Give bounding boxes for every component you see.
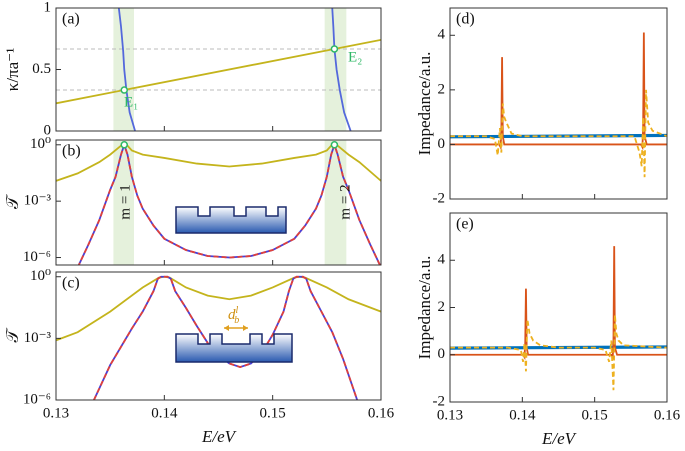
plot-area bbox=[450, 246, 667, 391]
line bbox=[331, 8, 352, 131]
y-tick-label: 10⁰ bbox=[30, 136, 51, 152]
y-tick-label: 4 bbox=[438, 27, 446, 43]
y-tick-label: 0.5 bbox=[32, 61, 51, 77]
y-tick-label: 10⁻³ bbox=[24, 330, 52, 346]
point-label: E₂ bbox=[348, 49, 362, 65]
point bbox=[120, 86, 128, 94]
x-tick-label: 0.14 bbox=[151, 405, 178, 421]
x-tick-label: 0.13 bbox=[43, 405, 69, 421]
y-axis-label: 𝒯 bbox=[3, 194, 22, 209]
plot-area bbox=[450, 32, 667, 178]
line bbox=[56, 38, 381, 105]
y-tick-label: 2 bbox=[438, 299, 446, 315]
panel-label: (b) bbox=[62, 143, 81, 160]
width-label-sup: l bbox=[236, 305, 239, 316]
y-tick-label: 10⁰ bbox=[30, 268, 51, 284]
y-tick-label: 2 bbox=[438, 81, 446, 97]
x-axis-label: E/eV bbox=[541, 429, 578, 448]
y-axis-label: 𝒯 bbox=[3, 328, 22, 343]
y-tick-label: 10⁻⁶ bbox=[23, 391, 51, 407]
panel-label: (a) bbox=[62, 11, 80, 28]
y-tick-label: 10⁻⁶ bbox=[23, 249, 51, 265]
frame bbox=[449, 7, 668, 200]
x-tick-label: 0.15 bbox=[582, 407, 608, 423]
mode-label: m = 1 bbox=[117, 184, 133, 219]
y-tick-label: -2 bbox=[433, 190, 446, 206]
plot-area bbox=[56, 8, 381, 131]
y-tick-label: 10⁻³ bbox=[24, 193, 52, 209]
panel-label: (c) bbox=[62, 275, 80, 292]
y-tick-label: 0 bbox=[438, 346, 446, 362]
line bbox=[117, 8, 136, 131]
line bbox=[450, 246, 667, 361]
frame bbox=[449, 212, 668, 403]
x-axis-label: E/eV bbox=[201, 427, 238, 446]
x-tick-label: 0.16 bbox=[654, 407, 681, 423]
y-tick-label: 0 bbox=[438, 136, 446, 152]
y-axis-label: Impedance/a.u. bbox=[415, 52, 434, 156]
point bbox=[330, 141, 339, 149]
waveguide-inset bbox=[175, 325, 293, 363]
waveguide-inset bbox=[175, 206, 287, 234]
point bbox=[330, 45, 339, 53]
x-tick-label: 0.16 bbox=[368, 405, 395, 421]
y-tick-label: 1 bbox=[44, 0, 52, 15]
x-tick-label: 0.14 bbox=[509, 407, 536, 423]
y-axis-label: κ/πa⁻¹ bbox=[3, 48, 22, 92]
point bbox=[120, 141, 128, 149]
panel: 0 0.5 1 (a) κ/πa⁻¹ bbox=[3, 0, 382, 138]
panel: -2 0 2 4 (d) Impedance/a.u. bbox=[415, 7, 668, 206]
plot-area bbox=[56, 275, 381, 400]
panel: 10⁰ 10⁻³ 10⁻⁶ (b) 𝒯 bbox=[3, 136, 382, 266]
mode-label: m = 2 bbox=[337, 184, 353, 219]
plot-area bbox=[56, 140, 381, 265]
band bbox=[113, 140, 134, 265]
width-label: dl b bbox=[228, 305, 239, 326]
y-tick-label: -2 bbox=[433, 393, 446, 409]
line bbox=[93, 275, 359, 400]
x-tick-label: 0.13 bbox=[437, 407, 463, 423]
panel-label: (e) bbox=[456, 216, 474, 233]
y-tick-label: 0 bbox=[44, 122, 52, 138]
line bbox=[77, 141, 381, 265]
width-label-sub: b bbox=[234, 315, 239, 326]
band bbox=[324, 8, 347, 131]
line bbox=[56, 275, 381, 342]
panel-label: (d) bbox=[456, 11, 475, 28]
line bbox=[450, 89, 667, 178]
y-axis-label: Impedance/a.u. bbox=[415, 256, 434, 360]
point-label: E₁ bbox=[124, 94, 138, 110]
x-tick-label: 0.15 bbox=[260, 405, 286, 421]
arrow-heads bbox=[224, 325, 248, 331]
frame bbox=[55, 139, 382, 266]
line bbox=[450, 314, 667, 391]
frame bbox=[55, 271, 382, 401]
line bbox=[450, 32, 667, 151]
y-tick-label: 4 bbox=[438, 252, 446, 268]
panel: -2 0 2 4 0.13 0.14 0.15 0.16 (e) Impedance/a.u. E/… bbox=[415, 212, 681, 448]
panel: 10⁰ 10⁻³ 10⁻⁶0.13 0.14 0.15 0.16 (c) 𝒯 E/eV bbox=[3, 268, 395, 446]
width-label-main: d bbox=[228, 307, 236, 323]
